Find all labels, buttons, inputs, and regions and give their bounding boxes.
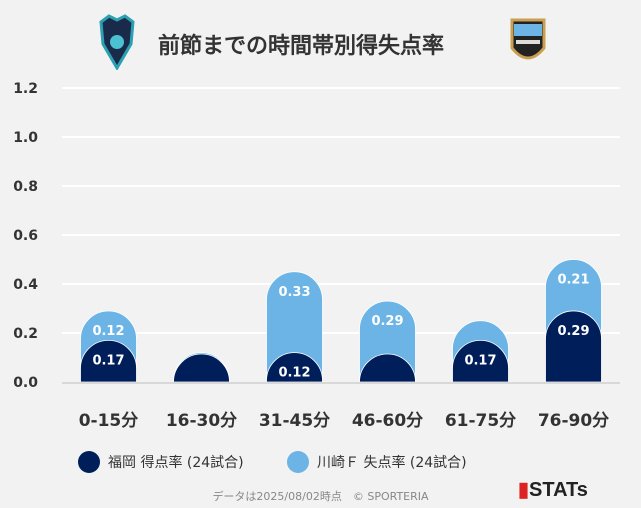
- data-label-kawasaki: 0.21: [557, 273, 589, 288]
- legend-item-kawasaki: 川崎Ｆ 失点率 (24試合): [287, 451, 467, 473]
- y-tick-label: 0.4: [13, 277, 38, 293]
- x-tick-label: 16-30分: [166, 411, 237, 431]
- y-tick-label: 1.2: [13, 81, 38, 97]
- legend-label-fukuoka: 福岡 得点率 (24試合): [108, 455, 244, 471]
- legend-dot-fukuoka: [78, 451, 100, 473]
- x-tick-label: 46-60分: [352, 411, 423, 431]
- y-tick-label: 0.0: [13, 375, 38, 391]
- chart-area: 0.0 0.2 0.4 0.6 0.8 1.0 1.2 0.17 0.12 0-15分 16-30分…: [13, 81, 620, 431]
- x-tick-label: 61-75分: [445, 411, 516, 431]
- data-label-kawasaki: 0.33: [278, 285, 310, 300]
- legend-label-kawasaki: 川崎Ｆ 失点率 (24試合): [317, 455, 467, 471]
- avispa-fukuoka-logo: [97, 14, 137, 74]
- data-label-fukuoka: 0.17: [92, 353, 124, 368]
- y-tick-label: 0.8: [13, 179, 38, 195]
- bar-fukuoka: [80, 339, 137, 383]
- legend-dot-kawasaki: [287, 451, 309, 473]
- x-tick-label: 76-90分: [538, 411, 609, 431]
- bar-fukuoka: [545, 310, 602, 383]
- y-tick-label: 0.2: [13, 326, 38, 342]
- bar-fukuoka: [266, 352, 323, 383]
- bar-kawasaki: [266, 271, 323, 383]
- footer-note: データは2025/08/02時点 © SPORTERIA: [212, 490, 429, 503]
- kawasaki-frontale-logo: [504, 14, 552, 74]
- data-label-kawasaki: 0.29: [371, 314, 403, 329]
- data-label-fukuoka: 0.17: [464, 353, 496, 368]
- legend-item-fukuoka: 福岡 得点率 (24試合): [78, 451, 244, 473]
- data-label-kawasaki: 0.12: [92, 324, 124, 339]
- y-tick-label: 0.6: [13, 228, 38, 244]
- data-label-fukuoka: 0.29: [557, 324, 589, 339]
- bar-fukuoka: [173, 353, 230, 383]
- stats-logo: ▮STATs: [518, 479, 588, 501]
- x-tick-label: 0-15分: [79, 411, 139, 431]
- data-label-fukuoka: 0.12: [278, 366, 310, 381]
- x-tick-label: 31-45分: [259, 411, 330, 431]
- y-tick-label: 1.0: [13, 130, 38, 146]
- bar-fukuoka: [359, 353, 416, 383]
- bar-fukuoka: [452, 339, 509, 383]
- chart-title: 前節までの時間帯別得失点率: [158, 34, 445, 59]
